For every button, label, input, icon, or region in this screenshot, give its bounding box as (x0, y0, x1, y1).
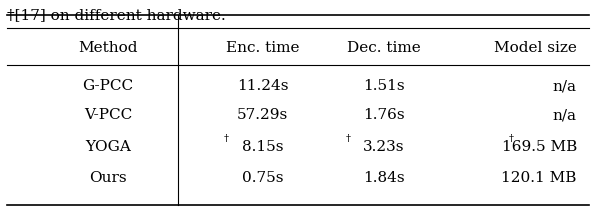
Text: Ours: Ours (89, 171, 127, 185)
Text: 57.29s: 57.29s (237, 108, 288, 122)
Text: 11.24s: 11.24s (237, 79, 288, 93)
Text: 1.84s: 1.84s (363, 171, 405, 185)
Text: G-PCC: G-PCC (83, 79, 134, 93)
Text: n/a: n/a (553, 79, 577, 93)
Text: †: † (508, 134, 514, 143)
Text: 120.1 MB: 120.1 MB (501, 171, 577, 185)
Text: 3.23s: 3.23s (364, 140, 405, 154)
Text: 1.51s: 1.51s (363, 79, 405, 93)
Text: 8.15s: 8.15s (241, 140, 283, 154)
Text: 0.75s: 0.75s (241, 171, 283, 185)
Text: †[17] on different hardware.: †[17] on different hardware. (7, 8, 226, 22)
Text: Model size: Model size (494, 42, 577, 56)
Text: 1.76s: 1.76s (363, 108, 405, 122)
Text: YOGA: YOGA (85, 140, 131, 154)
Text: †: † (346, 134, 350, 143)
Text: V-PCC: V-PCC (84, 108, 132, 122)
Text: n/a: n/a (553, 108, 577, 122)
Text: Method: Method (79, 42, 138, 56)
Text: Dec. time: Dec. time (347, 42, 421, 56)
Text: 169.5 MB: 169.5 MB (502, 140, 577, 154)
Text: †: † (224, 134, 229, 143)
Text: Enc. time: Enc. time (226, 42, 299, 56)
